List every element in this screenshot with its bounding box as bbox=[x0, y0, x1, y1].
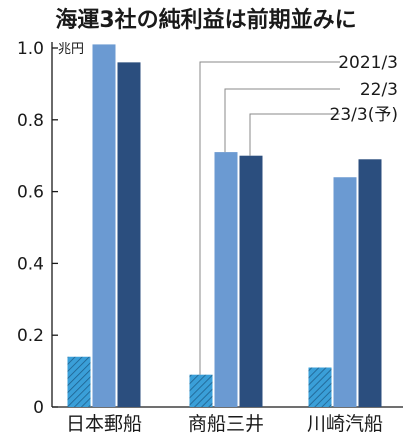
y-tick-label: 0.4 bbox=[17, 254, 44, 274]
bar-3-series-1 bbox=[308, 367, 332, 407]
chart-title: 海運3社の純利益は前期並みに bbox=[55, 7, 356, 33]
legend-leader-line bbox=[199, 61, 340, 375]
y-tick-label: 0.2 bbox=[17, 326, 44, 346]
legend-leader-line bbox=[224, 88, 340, 153]
bar-1-series-1 bbox=[67, 356, 91, 407]
bar-2-series-3 bbox=[239, 155, 263, 407]
bar-3-series-3 bbox=[358, 159, 382, 407]
legend-leader-line bbox=[249, 113, 340, 156]
y-unit-label: 兆円 bbox=[58, 42, 84, 57]
category-label: 川崎汽船 bbox=[307, 413, 383, 435]
legend-label: 23/3(予) bbox=[330, 105, 398, 125]
category-label: 日本郵船 bbox=[66, 413, 142, 435]
legend-label: 2021/3 bbox=[338, 53, 398, 73]
y-tick-label: 1.0 bbox=[17, 39, 44, 59]
bar-3-series-2 bbox=[333, 177, 357, 407]
bar-2-series-1 bbox=[189, 374, 213, 407]
bar-2-series-2 bbox=[214, 152, 238, 407]
y-tick-label: 0.6 bbox=[17, 183, 44, 203]
y-tick-label: 0 bbox=[33, 398, 44, 418]
legend-label: 22/3 bbox=[360, 80, 398, 100]
bar-1-series-3 bbox=[117, 62, 141, 408]
bar-1-series-2 bbox=[92, 44, 116, 407]
y-tick-label: 0.8 bbox=[17, 111, 44, 131]
category-label: 商船三井 bbox=[188, 413, 264, 435]
